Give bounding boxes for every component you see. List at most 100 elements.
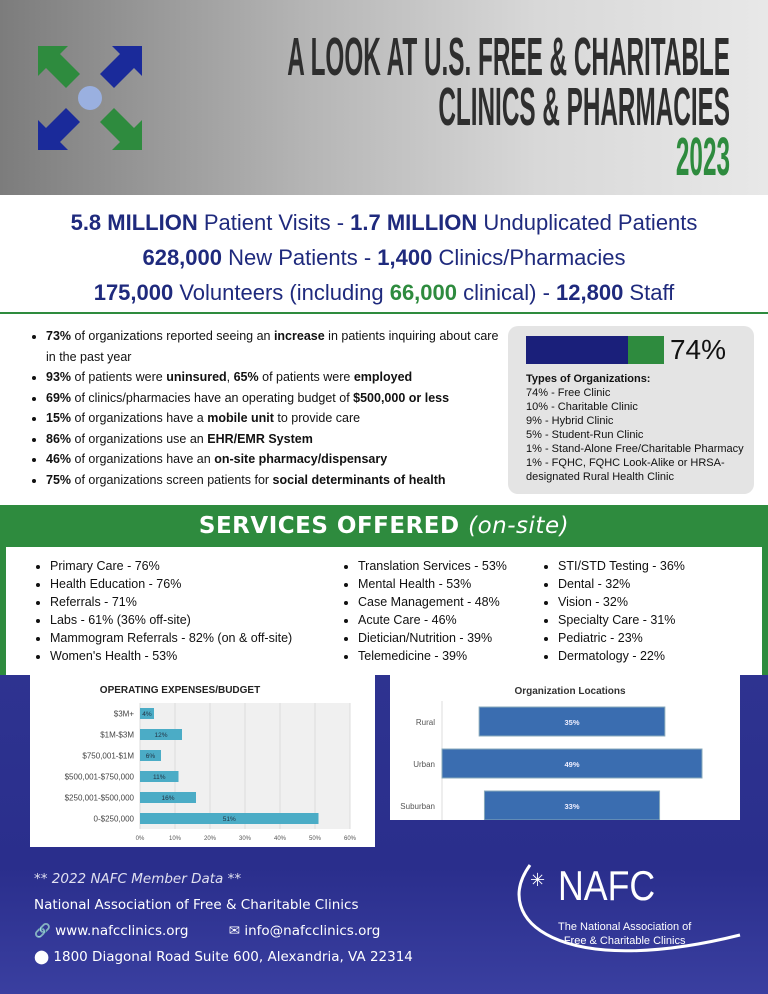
bar — [441, 748, 703, 779]
list-item: 46% of organizations have an on-site pha… — [46, 449, 500, 470]
list-item: 9% - Hybrid Clinic — [526, 415, 614, 427]
bar-fill-other — [628, 336, 664, 364]
list-item: Health Education - 76% — [50, 575, 342, 593]
list-item: Primary Care - 76% — [50, 557, 342, 575]
mail-icon: ✉ — [228, 923, 241, 939]
nafc-logo-icon — [38, 46, 142, 150]
list-item: Dermatology - 22% — [558, 647, 742, 665]
x-tick-label: 50% — [309, 836, 322, 842]
bar — [140, 813, 319, 824]
list-item: Mammogram Referrals - 82% (on & off-site… — [50, 629, 342, 647]
list-item: Specialty Care - 31% — [558, 611, 742, 629]
list-item: 1% - FQHC, FQHC Look-Alike or HRSA-desig… — [526, 457, 725, 483]
data-label: 35% — [564, 718, 579, 727]
list-item: Case Management - 48% — [358, 593, 542, 611]
x-tick-label: 0% — [136, 836, 145, 842]
list-item: Acute Care - 46% — [358, 611, 542, 629]
org-types-box: 74% Types of Organizations: 74% - Free C… — [508, 326, 754, 494]
services-section: SERVICES OFFERED (on-site) Primary Care … — [0, 505, 768, 675]
bar — [478, 706, 666, 737]
services-col-3: STI/STD Testing - 36%Dental - 32%Vision … — [542, 557, 742, 675]
list-item: 5% - Student-Run Clinic — [526, 429, 644, 441]
bar — [140, 750, 161, 761]
list-item: 69% of clinics/pharmacies have an operat… — [46, 388, 500, 409]
title-line-1: A LOOK AT U.S. FREE & CHARITABLE — [287, 27, 730, 87]
free-clinic-share-bar: 74% — [526, 334, 754, 366]
logo-text: NAFC — [558, 862, 656, 909]
bar — [140, 708, 154, 719]
data-label: 11% — [153, 774, 166, 781]
data-label: 12% — [154, 732, 167, 739]
nafc-logo: ✳ NAFC The National Association of Free &… — [500, 860, 750, 980]
chart-title: OPERATING EXPENSES/BUDGET — [100, 685, 260, 696]
location-pin-icon: ⬤ — [34, 949, 50, 965]
services-col-1: Primary Care - 76%Health Education - 76%… — [34, 557, 342, 675]
list-item: Mental Health - 53% — [358, 575, 542, 593]
y-tick-label: $250,001-$500,000 — [65, 794, 135, 803]
services-heading: SERVICES OFFERED (on-site) — [198, 513, 570, 539]
operating-budget-chart: OPERATING EXPENSES/BUDGET 0% 10% 20% 30% 40% 5… — [30, 675, 375, 847]
list-item: 93% of patients were uninsured, 65% of p… — [46, 367, 500, 388]
data-note: ** 2022 NAFC Member Data ** — [34, 871, 242, 887]
data-label: 33% — [564, 802, 579, 811]
divider — [0, 312, 768, 314]
x-tick-label: 30% — [239, 836, 252, 842]
list-item: 15% of organizations have a mobile unit … — [46, 408, 500, 429]
y-tick-label: $1M-$3M — [100, 731, 134, 740]
list-item: Pediatric - 23% — [558, 629, 742, 647]
bar — [140, 771, 179, 782]
share-value: 74% — [669, 334, 727, 365]
data-label: 51% — [223, 816, 236, 823]
list-item: Translation Services - 53% — [358, 557, 542, 575]
org-locations-chart: Organization Locations Rural 35% Urban 49% Su… — [390, 675, 740, 821]
bar — [140, 792, 196, 803]
logo-subtitle: The National Association of Free & Charit… — [558, 921, 692, 947]
org-name: National Association of Free & Charitabl… — [34, 897, 359, 913]
list-item: Dietician/Nutrition - 39% — [358, 629, 542, 647]
chart-title: Organization Locations — [514, 686, 626, 697]
list-item: 73% of organizations reported seeing an … — [46, 326, 500, 367]
title-year: 2023 — [675, 127, 730, 187]
list-item: 75% of organizations screen patients for… — [46, 470, 500, 491]
data-label: 6% — [146, 753, 156, 760]
list-item: Labs - 61% (36% off-site) — [50, 611, 342, 629]
logo-arrows-icon: ✳ — [530, 870, 546, 890]
list-item: Dental - 32% — [558, 575, 742, 593]
key-stats: 5.8 MILLION Patient Visits - 1.7 MILLION… — [0, 205, 768, 310]
stats-line-1: 5.8 MILLION Patient Visits - 1.7 MILLION… — [70, 210, 698, 235]
x-tick-label: 10% — [169, 836, 182, 842]
list-item: 10% - Charitable Clinic — [526, 401, 638, 413]
list-item: 1% - Stand-Alone Free/Charitable Pharmac… — [526, 443, 744, 455]
list-item: STI/STD Testing - 36% — [558, 557, 742, 575]
list-item: 86% of organizations use an EHR/EMR Syst… — [46, 429, 500, 450]
bar-fill-free — [526, 336, 629, 364]
title-line-2: CLINICS & PHARMACIES — [438, 77, 730, 137]
header-banner: A LOOK AT U.S. FREE & CHARITABLE CLINICS… — [0, 0, 768, 195]
y-tick-label: $750,001-$1M — [82, 752, 134, 761]
y-tick-label: 0-$250,000 — [94, 815, 135, 824]
y-tick-label: $3M+ — [114, 710, 135, 719]
services-col-2: Translation Services - 53%Mental Health … — [342, 557, 542, 675]
org-types-heading: Types of Organizations: — [526, 373, 651, 385]
stats-line-3: 175,000 Volunteers (including 66,000 cli… — [93, 280, 675, 305]
list-item: Vision - 32% — [558, 593, 742, 611]
y-tick-label: Urban — [413, 760, 435, 769]
footer-info: ** 2022 NAFC Member Data ** National Ass… — [34, 866, 413, 970]
y-tick-label: Suburban — [400, 802, 435, 811]
data-label: 16% — [161, 795, 174, 802]
data-label: 4% — [142, 711, 152, 718]
email-link[interactable]: info@nafcclinics.org — [244, 923, 381, 939]
x-tick-label: 60% — [344, 836, 357, 842]
logo-swoosh-icon — [517, 864, 741, 953]
list-item: Referrals - 71% — [50, 593, 342, 611]
list-item: Women's Health - 53% — [50, 647, 342, 665]
x-tick-label: 40% — [274, 836, 287, 842]
x-tick-label: 20% — [204, 836, 217, 842]
link-icon: 🔗 — [34, 923, 51, 939]
website-link[interactable]: www.nafcclinics.org — [55, 923, 189, 939]
list-item: Telemedicine - 39% — [358, 647, 542, 665]
bar — [140, 729, 182, 740]
stats-line-2: 628,000 New Patients - 1,400 Clinics/Pha… — [142, 245, 626, 270]
findings-list: 73% of organizations reported seeing an … — [30, 326, 500, 490]
y-tick-label: $500,001-$750,000 — [65, 773, 135, 782]
